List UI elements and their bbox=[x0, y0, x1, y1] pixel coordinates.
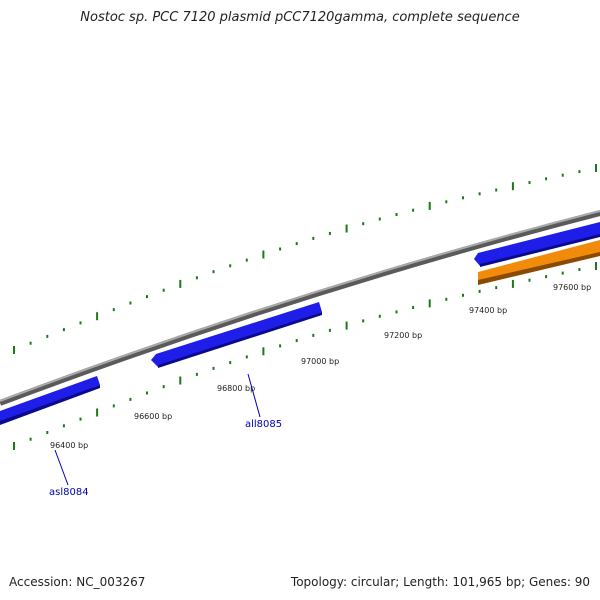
gene-forward-right[interactable] bbox=[474, 222, 600, 267]
tick-label-96400: 96400 bp bbox=[50, 441, 88, 450]
accession-text: Accession: NC_003267 bbox=[9, 575, 146, 589]
tick-label-97400: 97400 bp bbox=[469, 306, 507, 315]
asl8084-leader bbox=[54, 449, 69, 486]
gene-asl8084[interactable] bbox=[0, 376, 100, 425]
outer-tick-track bbox=[13, 164, 597, 354]
tick-label-97600: 97600 bp bbox=[553, 283, 591, 292]
gene-orange-right[interactable] bbox=[478, 240, 600, 285]
sequence-backbone bbox=[0, 210, 600, 406]
all8085-leader bbox=[247, 373, 261, 418]
gene-all8085[interactable] bbox=[151, 302, 322, 368]
gene-label-asl8084[interactable]: asl8084 bbox=[49, 487, 89, 498]
tick-label-97200: 97200 bp bbox=[384, 331, 422, 340]
tick-label-96600: 96600 bp bbox=[134, 412, 172, 421]
topology-text: Topology: circular; Length: 101,965 bp; … bbox=[290, 575, 590, 589]
sequence-backbone-highlight bbox=[0, 210, 600, 402]
inner-tick-track bbox=[13, 262, 597, 450]
gene-label-all8085[interactable]: all8085 bbox=[245, 419, 282, 430]
page-title: Nostoc sp. PCC 7120 plasmid pCC7120gamma… bbox=[80, 10, 520, 25]
tick-label-96800: 96800 bp bbox=[217, 384, 255, 393]
tick-label-97000: 97000 bp bbox=[301, 357, 339, 366]
